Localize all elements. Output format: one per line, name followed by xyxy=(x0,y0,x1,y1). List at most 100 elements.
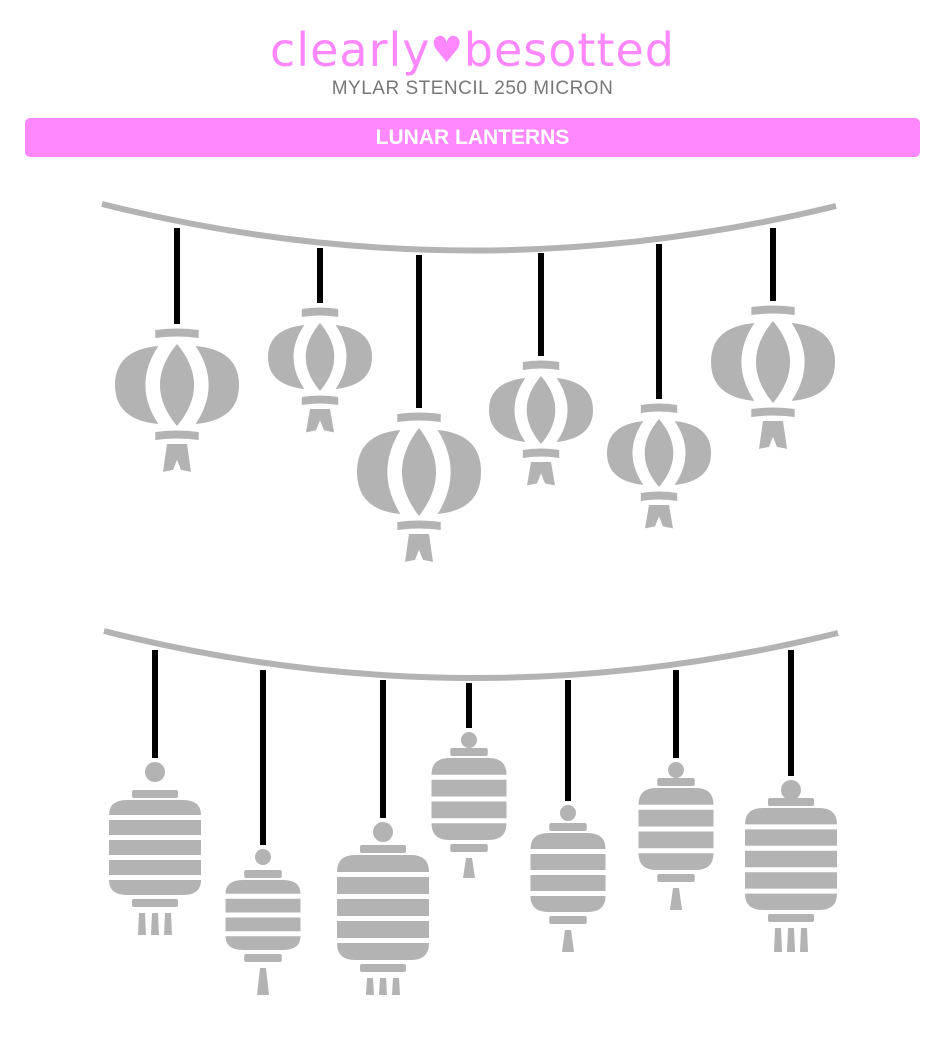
lantern-center xyxy=(526,376,556,444)
lantern-band xyxy=(745,829,837,846)
lantern-knob xyxy=(145,762,165,782)
round-lantern xyxy=(711,228,835,449)
lantern-side-right xyxy=(556,378,593,442)
lantern-base xyxy=(360,964,406,972)
lantern-knob xyxy=(781,780,801,800)
lantern-band xyxy=(530,896,606,912)
lantern-cap xyxy=(640,403,678,413)
lantern-center xyxy=(159,344,195,426)
lantern-cap xyxy=(657,778,695,786)
lantern-center xyxy=(305,323,335,391)
lantern-base xyxy=(640,491,678,501)
lantern-base xyxy=(397,520,441,530)
lantern-tassel xyxy=(562,930,574,952)
lantern-band xyxy=(337,943,429,960)
lantern-knob xyxy=(373,822,393,842)
round-lantern xyxy=(489,253,593,486)
subtitle: MYLAR STENCIL 250 MICRON xyxy=(331,78,614,99)
lantern-base xyxy=(301,395,339,405)
hanging-string xyxy=(317,248,323,303)
lantern-band xyxy=(337,899,429,916)
lantern-cap xyxy=(450,748,488,756)
lantern-tassel xyxy=(138,913,146,935)
lantern-cap xyxy=(155,328,199,338)
lantern-band xyxy=(638,831,714,849)
lantern-band xyxy=(109,860,201,875)
lantern-side-right xyxy=(674,421,711,485)
lantern-band xyxy=(530,854,606,870)
lantern-band xyxy=(337,877,429,894)
lantern-tassel xyxy=(787,928,795,952)
lantern-band xyxy=(225,898,301,913)
lantern-tassel xyxy=(163,444,191,472)
lantern-tassel xyxy=(800,928,808,952)
lantern-base xyxy=(768,914,814,922)
striped-lantern xyxy=(109,650,201,935)
product-title-banner: LUNAR LANTERNS xyxy=(25,118,920,157)
lantern-tassel xyxy=(670,888,682,910)
lantern-band xyxy=(431,779,507,797)
lantern-base xyxy=(132,899,178,907)
lantern-band xyxy=(337,855,429,872)
lantern-tassel xyxy=(759,421,787,449)
lantern-side-left xyxy=(268,325,305,389)
striped-lantern xyxy=(745,650,837,952)
hanging-string xyxy=(466,683,472,728)
hanging-string xyxy=(656,244,662,399)
heart-icon: ♥ xyxy=(430,30,464,71)
lantern-base xyxy=(751,407,795,417)
lantern-cap xyxy=(397,412,441,422)
hanging-string xyxy=(416,255,422,408)
lantern-tassel xyxy=(645,505,673,529)
lantern-center xyxy=(644,419,674,487)
lantern-band xyxy=(530,875,606,891)
lantern-band xyxy=(337,921,429,938)
lantern-tassel xyxy=(257,968,269,995)
lantern-cap xyxy=(360,845,406,853)
striped-lantern xyxy=(530,680,606,952)
lantern-tassel xyxy=(774,928,782,952)
lantern-band xyxy=(745,850,837,868)
lantern-band xyxy=(109,840,201,855)
round-lantern xyxy=(115,228,239,472)
lantern-base xyxy=(522,448,560,458)
lantern-band xyxy=(638,788,714,805)
lantern-band xyxy=(109,820,201,835)
lantern-side-left xyxy=(711,323,755,401)
lantern-tassel xyxy=(164,913,172,935)
lantern-base xyxy=(450,844,488,852)
lantern-side-left xyxy=(115,346,159,424)
hanging-string xyxy=(260,670,266,845)
round-lantern xyxy=(357,255,481,562)
lantern-cap xyxy=(132,790,178,798)
lantern-cap xyxy=(751,305,795,315)
hanging-string xyxy=(770,228,776,301)
lantern-tassel xyxy=(366,978,374,995)
lantern-side-left xyxy=(357,430,401,514)
striped-lantern xyxy=(225,670,301,995)
lantern-band xyxy=(109,800,201,815)
hanging-string xyxy=(152,650,158,758)
lantern-cap xyxy=(522,360,560,370)
lantern-band xyxy=(431,758,507,775)
lantern-side-left xyxy=(489,378,526,442)
striped-lantern xyxy=(431,683,507,878)
lantern-tassel xyxy=(306,409,334,433)
lantern-center xyxy=(755,321,791,403)
round-lantern xyxy=(607,244,711,529)
lantern-cap xyxy=(244,870,282,878)
lantern-knob xyxy=(560,805,576,821)
lantern-band xyxy=(638,853,714,870)
striped-lantern xyxy=(638,670,714,910)
lantern-base xyxy=(549,916,587,924)
round-lantern xyxy=(268,248,372,433)
lantern-band xyxy=(431,823,507,840)
lantern-side-right xyxy=(437,430,481,514)
lantern-band xyxy=(745,893,837,910)
lantern-side-right xyxy=(335,325,372,389)
lantern-band xyxy=(530,833,606,849)
lantern-tassel xyxy=(405,534,433,562)
lantern-band xyxy=(225,936,301,950)
lantern-side-left xyxy=(607,421,644,485)
